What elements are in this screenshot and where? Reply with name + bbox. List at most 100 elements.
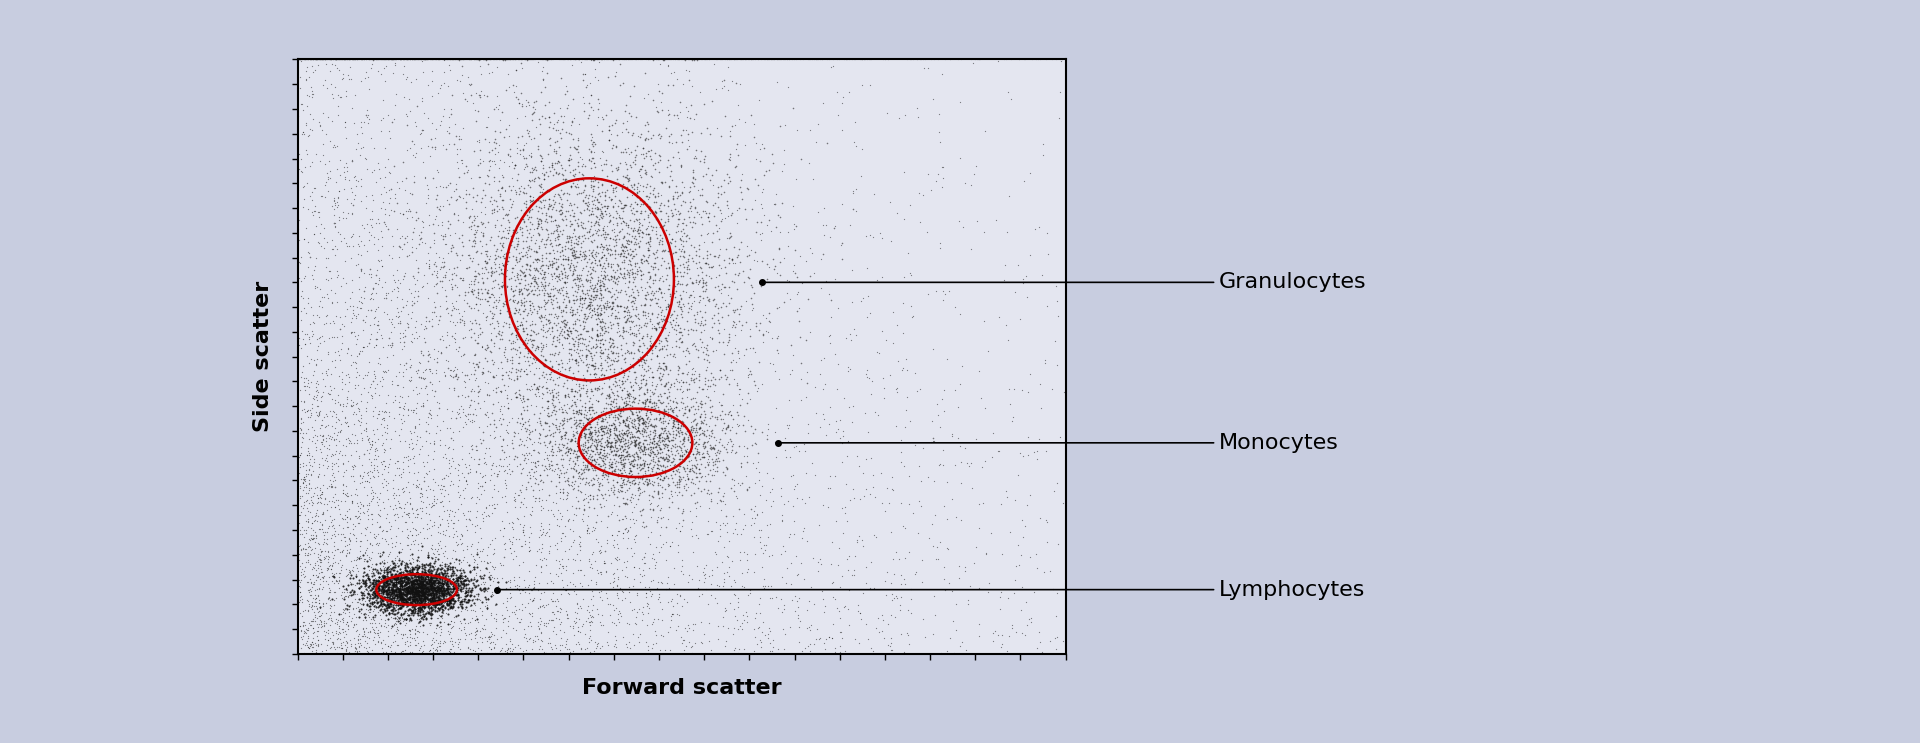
Point (578, 341, 609, 353)
Point (501, 391, 532, 403)
Point (369, 579, 399, 591)
Point (616, 457, 647, 469)
Point (626, 577, 657, 588)
Point (305, 508, 336, 520)
Point (526, 520, 557, 532)
Point (309, 158, 340, 170)
Point (501, 320, 532, 332)
Point (376, 582, 407, 594)
Point (616, 359, 647, 371)
Point (449, 458, 480, 470)
Point (386, 574, 417, 586)
Point (530, 53, 561, 65)
Point (507, 213, 538, 225)
Point (309, 53, 340, 65)
Point (720, 447, 751, 458)
Point (413, 585, 444, 597)
Point (580, 302, 611, 314)
Point (820, 646, 851, 658)
Point (1050, 181, 1081, 193)
Point (386, 611, 417, 623)
Point (298, 533, 328, 545)
Point (588, 299, 618, 311)
Point (313, 591, 344, 603)
Point (607, 77, 637, 89)
Point (444, 303, 474, 315)
Point (664, 435, 695, 447)
Point (438, 598, 468, 610)
Point (1048, 497, 1079, 509)
Point (301, 53, 332, 65)
Point (866, 626, 897, 637)
Point (851, 53, 881, 65)
Point (451, 297, 482, 309)
Point (401, 481, 432, 493)
Point (701, 434, 732, 446)
Point (451, 572, 482, 584)
Point (927, 181, 958, 192)
Point (351, 475, 382, 487)
Point (472, 634, 503, 646)
Point (321, 53, 351, 65)
Point (603, 433, 634, 445)
Point (380, 426, 411, 438)
Point (609, 486, 639, 498)
Point (732, 566, 762, 578)
Point (589, 458, 620, 470)
Point (662, 423, 693, 435)
Point (386, 53, 417, 65)
Point (781, 124, 812, 136)
Point (484, 464, 515, 476)
Point (553, 487, 584, 499)
Point (411, 591, 442, 603)
Point (522, 343, 553, 355)
Point (870, 505, 900, 517)
Point (288, 104, 319, 116)
Point (419, 601, 449, 613)
Point (718, 413, 749, 425)
Point (332, 590, 363, 602)
Point (653, 408, 684, 420)
Point (697, 463, 728, 475)
Point (328, 400, 359, 412)
Point (599, 190, 630, 202)
Point (424, 434, 455, 446)
Point (624, 359, 655, 371)
Point (344, 640, 374, 652)
Point (417, 572, 447, 584)
Point (647, 415, 678, 427)
Point (624, 227, 655, 239)
Point (351, 245, 382, 257)
Point (298, 273, 328, 285)
Point (317, 529, 348, 541)
Point (614, 470, 645, 482)
Point (605, 433, 636, 445)
Point (586, 145, 616, 157)
Point (691, 456, 722, 468)
Point (509, 305, 540, 317)
Point (549, 415, 580, 426)
Point (397, 599, 428, 611)
Point (401, 389, 432, 400)
Point (407, 456, 438, 468)
Point (743, 53, 774, 65)
Point (720, 577, 751, 588)
Point (436, 370, 467, 382)
Point (342, 510, 372, 522)
Point (931, 513, 962, 525)
Point (772, 53, 803, 65)
Point (367, 600, 397, 612)
Point (582, 434, 612, 446)
Point (451, 53, 482, 65)
Point (407, 594, 438, 606)
Point (403, 53, 434, 65)
Point (996, 53, 1027, 65)
Point (564, 600, 595, 611)
Point (639, 562, 670, 574)
Point (695, 273, 726, 285)
Point (518, 269, 549, 281)
Point (553, 253, 584, 265)
Point (401, 589, 432, 601)
Point (336, 349, 367, 361)
Point (334, 371, 365, 383)
